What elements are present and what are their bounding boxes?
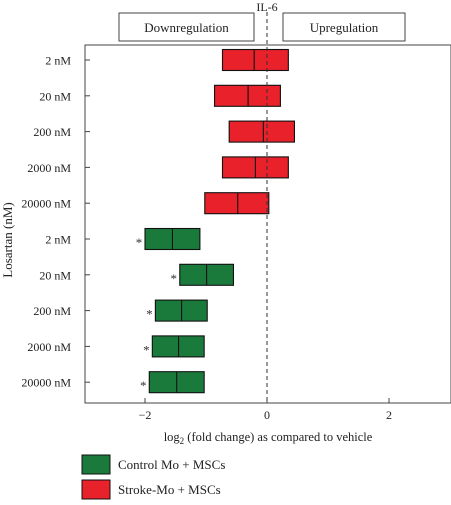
range-bar (204, 192, 270, 215)
significance-marker: * (143, 342, 150, 357)
significance-marker: * (136, 235, 143, 250)
y-axis-label: Losartan (nM) (0, 202, 15, 277)
category-label: 20000 nM (21, 197, 71, 211)
upregulation-box (282, 12, 406, 42)
x-tick-label: 2 (386, 408, 392, 422)
category-label: 200 nM (33, 125, 71, 139)
category-label: 2 nM (45, 233, 71, 247)
category-label: 2000 nM (27, 161, 71, 175)
legend-swatch-stroke (81, 479, 111, 500)
legend-swatch-control (81, 454, 111, 475)
significance-marker: * (140, 378, 147, 393)
category-label: 200 nM (33, 304, 71, 318)
upregulation-label: Upregulation (310, 20, 379, 35)
category-label: 2 nM (45, 54, 71, 68)
bars-layer: * * * * * (136, 48, 295, 394)
downregulation-label: Downregulation (144, 20, 229, 35)
category-axis: 2 nM 20 nM 200 nM 2000 nM 20000 nM 2 nM 20 nM 2… (21, 54, 90, 390)
category-label: 20 nM (39, 89, 71, 103)
category-label: 20 nM (39, 268, 71, 282)
x-axis-label: log2 (fold change) as compared to vehicl… (164, 430, 373, 446)
downregulation-box (118, 12, 255, 42)
significance-marker: * (146, 307, 153, 322)
plot-frame (84, 44, 451, 404)
chart-title: IL-6 (256, 0, 277, 14)
range-bar (228, 120, 295, 143)
x-axis-label-subscript: 2 (180, 436, 185, 446)
x-axis-label-prefix: log (164, 430, 181, 444)
significance-marker: * (171, 271, 178, 286)
legend-label-stroke: Stroke-Mo + MSCs (118, 482, 221, 497)
x-tick-label: −2 (139, 408, 152, 422)
range-bar (221, 48, 289, 72)
legend: Control Mo + MSCs Stroke-Mo + MSCs (81, 454, 225, 500)
x-axis-label-suffix: (fold change) as compared to vehicle (184, 430, 373, 444)
x-axis-ticks: −2 0 2 (139, 398, 392, 422)
category-label: 20000 nM (21, 376, 71, 390)
legend-label-control: Control Mo + MSCs (118, 457, 225, 472)
range-bar (213, 84, 281, 107)
category-label: 2000 nM (27, 340, 71, 354)
x-tick-label: 0 (264, 408, 270, 422)
